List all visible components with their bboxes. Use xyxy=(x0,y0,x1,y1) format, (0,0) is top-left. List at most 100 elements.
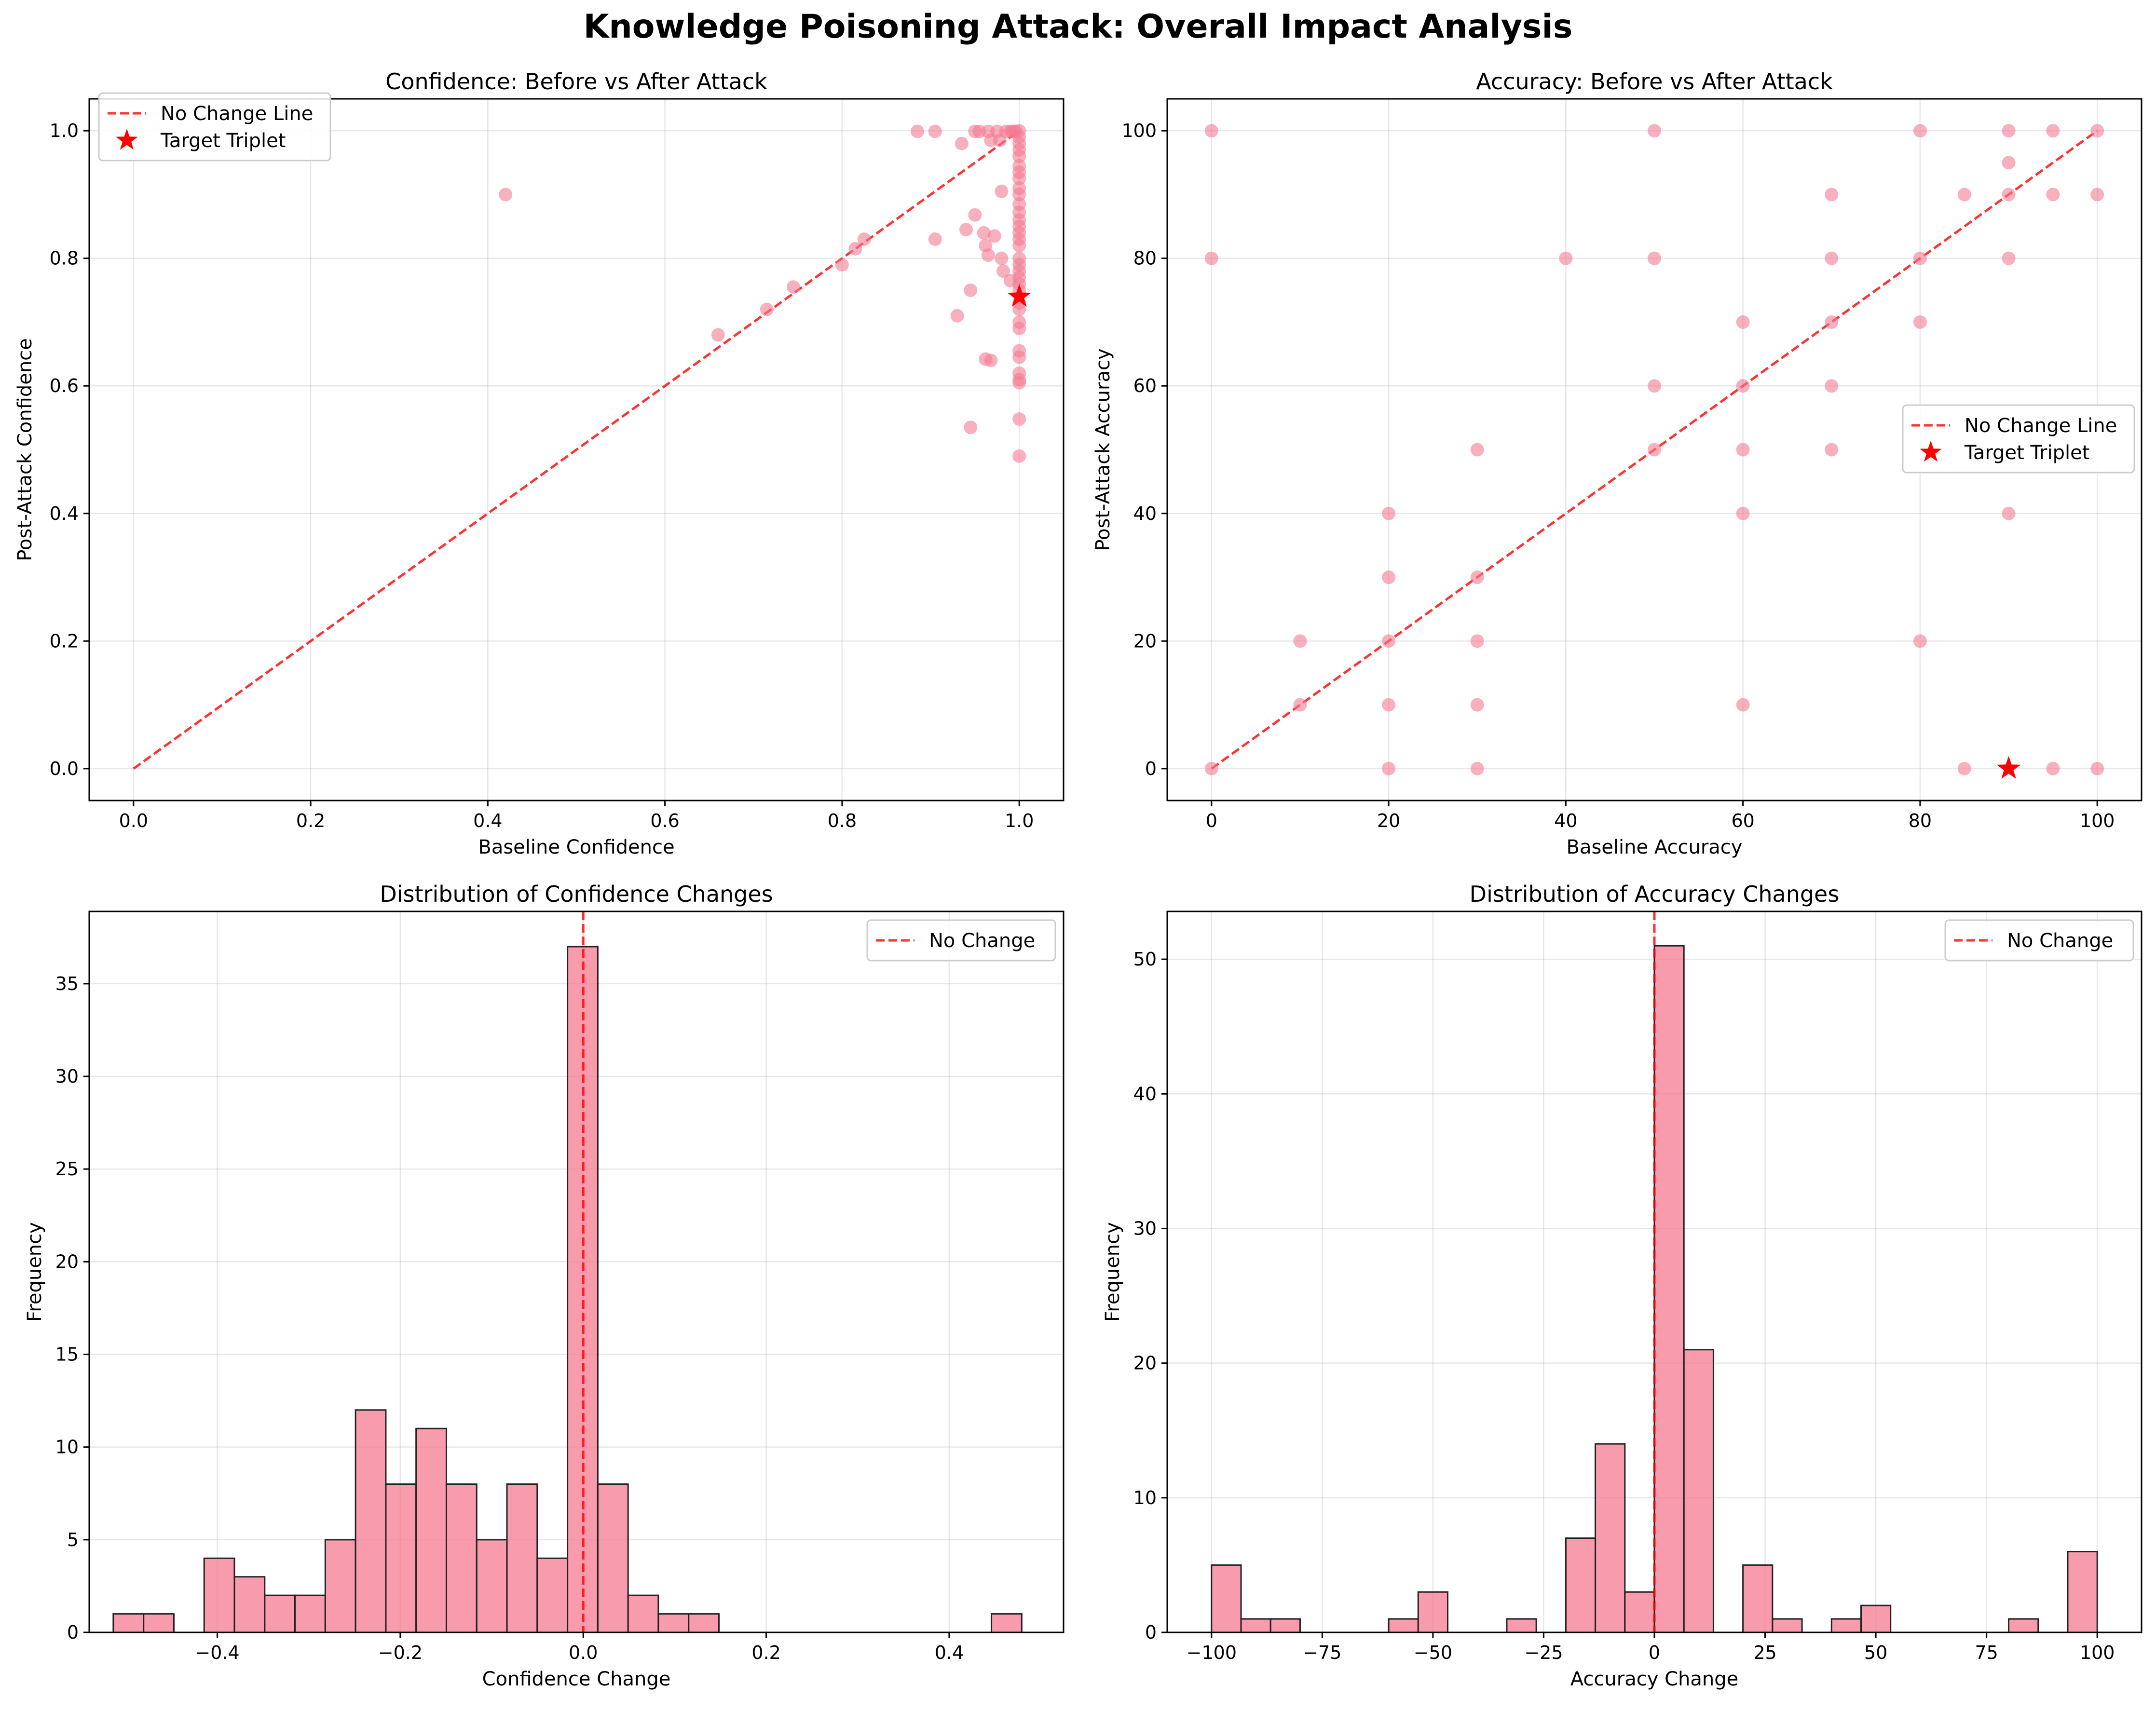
data-point xyxy=(995,251,1009,265)
y-tick-label: 35 xyxy=(55,973,79,994)
data-point xyxy=(1736,379,1750,393)
data-point xyxy=(1470,634,1484,648)
plot-area xyxy=(1204,124,2104,779)
x-tick-label: 0.0 xyxy=(119,810,148,831)
x-tick-label: 25 xyxy=(1753,1642,1776,1663)
histogram-bar xyxy=(1565,1537,1597,1632)
y-tick-label: 80 xyxy=(1133,248,1157,269)
data-point xyxy=(984,353,998,367)
data-point xyxy=(911,124,924,138)
y-tick-label: 0.8 xyxy=(50,248,79,269)
data-point xyxy=(995,184,1009,198)
histogram-bar xyxy=(264,1594,296,1632)
x-axis-label: Confidence Change xyxy=(482,1668,671,1690)
x-axis-label: Baseline Confidence xyxy=(478,836,674,858)
axes-frame xyxy=(88,910,1064,1633)
data-point xyxy=(1648,443,1661,457)
axes-frame xyxy=(88,98,1064,801)
axes-frame xyxy=(1166,98,2142,801)
y-tick-label: 0.0 xyxy=(50,758,79,779)
x-tick-label: 0.4 xyxy=(935,1642,964,1663)
y-tick-label: 20 xyxy=(1133,630,1157,652)
y-tick-label: 5 xyxy=(67,1529,79,1550)
y-tick-label: 0 xyxy=(1145,758,1157,779)
data-point xyxy=(1382,761,1396,775)
data-point xyxy=(1012,188,1026,202)
data-point xyxy=(2002,251,2016,265)
histogram-bar xyxy=(385,1483,417,1632)
histogram-bar xyxy=(1653,945,1685,1632)
data-point xyxy=(1736,698,1750,712)
x-tick-label: −0.2 xyxy=(378,1642,423,1663)
legend-box xyxy=(1944,919,2134,962)
data-point xyxy=(1293,698,1307,712)
plot-area xyxy=(133,124,1031,770)
histogram-bar xyxy=(1772,1618,1803,1632)
y-tick-label: 15 xyxy=(55,1344,79,1365)
data-point xyxy=(1470,443,1484,457)
data-point xyxy=(711,328,725,342)
x-tick-label: 60 xyxy=(1731,810,1754,831)
data-point xyxy=(1559,251,1573,265)
histogram-bar xyxy=(1211,1564,1242,1632)
data-point xyxy=(1648,251,1661,265)
data-point xyxy=(499,188,513,202)
y-tick-label: 0.2 xyxy=(50,630,79,652)
data-point xyxy=(959,223,973,237)
data-point xyxy=(928,124,942,138)
legend-star-swatch xyxy=(116,129,138,150)
data-point xyxy=(1957,188,1971,202)
data-point xyxy=(1012,172,1026,186)
x-tick-label: 1.0 xyxy=(1005,810,1034,831)
data-point xyxy=(1470,761,1484,775)
data-point xyxy=(848,242,862,256)
legend-label: No Change Line xyxy=(1965,415,2117,437)
y-tick-label: 0.4 xyxy=(50,503,79,524)
data-point xyxy=(1957,761,1971,775)
legend: No Change Line Target Triplet xyxy=(1902,404,2135,474)
data-point xyxy=(2090,761,2104,775)
data-point xyxy=(1012,239,1026,253)
histogram-bar xyxy=(143,1613,175,1632)
y-tick-label: 20 xyxy=(1133,1353,1157,1374)
histogram-bar xyxy=(1388,1618,1419,1632)
y-tick-label: 40 xyxy=(1133,1083,1157,1104)
plot-area xyxy=(112,911,1023,1632)
data-point xyxy=(1293,634,1307,648)
data-point xyxy=(2002,124,2016,138)
data-point xyxy=(1012,449,1026,463)
histogram-bar xyxy=(1860,1604,1892,1632)
y-tick-label: 1.0 xyxy=(50,120,79,141)
histogram-bar xyxy=(991,1613,1023,1632)
y-tick-label: 25 xyxy=(55,1158,79,1180)
histogram-bar xyxy=(476,1539,508,1632)
histogram-bar xyxy=(112,1613,145,1632)
data-point xyxy=(1648,379,1661,393)
data-point xyxy=(955,136,969,150)
y-tick-label: 40 xyxy=(1133,503,1157,524)
histogram-bar xyxy=(688,1613,720,1632)
data-point xyxy=(1204,761,1218,775)
x-tick-label: 50 xyxy=(1864,1642,1887,1663)
x-tick-label: −100 xyxy=(1187,1642,1237,1663)
data-point xyxy=(2046,188,2060,202)
y-tick-label: 10 xyxy=(55,1437,79,1458)
y-tick-label: 0 xyxy=(67,1622,79,1643)
no-change-line xyxy=(133,130,1020,770)
x-tick-label: 20 xyxy=(1377,810,1400,831)
data-point xyxy=(1012,350,1026,364)
data-point xyxy=(981,248,995,262)
data-point xyxy=(1736,506,1750,520)
legend: No Change xyxy=(866,919,1056,962)
data-point xyxy=(987,229,1001,243)
x-tick-label: −50 xyxy=(1414,1642,1452,1663)
data-point xyxy=(1204,251,1218,265)
panel-title: Distribution of Confidence Changes xyxy=(380,881,773,907)
data-point xyxy=(1012,149,1026,163)
x-tick-label: 0 xyxy=(1649,1642,1660,1663)
legend-label: Target Triplet xyxy=(160,130,286,152)
legend-star-swatch xyxy=(1920,441,1942,462)
y-tick-label: 0.6 xyxy=(50,375,79,396)
data-point xyxy=(1012,376,1026,390)
figure-title: Knowledge Poisoning Attack: Overall Impa… xyxy=(584,8,1573,46)
